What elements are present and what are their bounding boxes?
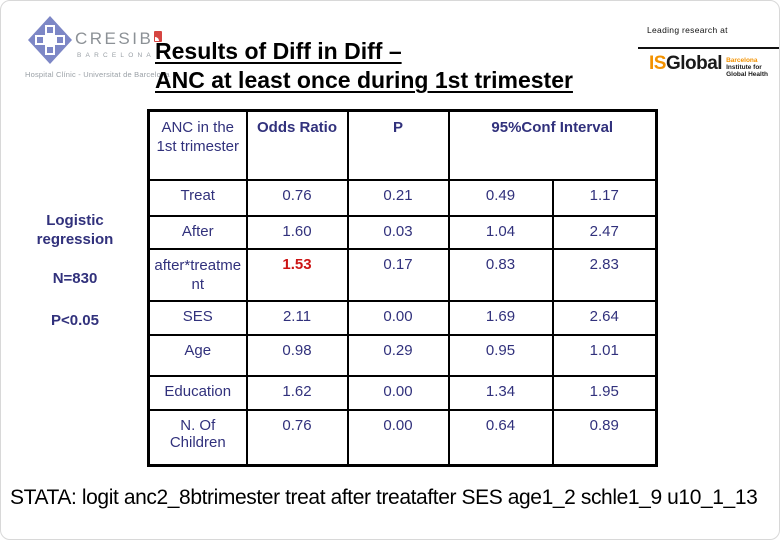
- sidebar-logistic-regression-label: Logistic regression: [36, 212, 114, 248]
- p-value: 0.17: [346, 247, 450, 302]
- ci-low-value: 0.64: [447, 408, 554, 467]
- odds-ratio-value: 0.76: [245, 178, 349, 217]
- table-row: N. Of Children 0.76 0.00 0.64 0.89: [147, 408, 658, 467]
- hospital-caption: Hospital Clínic - Universitat de Barcelo…: [25, 70, 170, 79]
- odds-ratio-value: 1.60: [245, 214, 349, 250]
- p-value: 0.29: [346, 333, 450, 377]
- odds-ratio-value: 0.98: [245, 333, 349, 377]
- table-row: Treat 0.76 0.21 0.49 1.17: [147, 178, 658, 217]
- results-table: ANC in the 1st trimester Odds Ratio P 95…: [147, 109, 658, 467]
- table-row: after*treatment 1.53 0.17 0.83 2.83: [147, 247, 658, 302]
- row-label: Treat: [147, 178, 248, 217]
- row-label: SES: [147, 299, 248, 336]
- p-value: 0.00: [346, 374, 450, 411]
- table-header-row: ANC in the 1st trimester Odds Ratio P 95…: [147, 109, 658, 181]
- isglobal-tag-barcelona: Barcelona: [726, 57, 758, 64]
- isglobal-tagline: Barcelona Institute for Global Health: [726, 57, 768, 78]
- slide-title: Results of Diff in Diff – ANC at least o…: [155, 37, 573, 95]
- ci-low-value: 0.49: [447, 178, 554, 217]
- odds-ratio-value: 1.62: [245, 374, 349, 411]
- ci-low-value: 0.95: [447, 333, 554, 377]
- sidebar-sample-size-label: N=830: [52, 270, 98, 287]
- header-p: P: [346, 109, 450, 181]
- slide-title-line2: ANC at least once during 1st trimester: [155, 67, 573, 93]
- ci-high-value: 2.47: [551, 214, 658, 250]
- ci-high-value: 1.01: [551, 333, 658, 377]
- cresib-diamond-icon: [28, 16, 72, 64]
- isglobal-global: Global: [665, 53, 723, 74]
- odds-ratio-value-highlighted: 1.53: [245, 247, 349, 302]
- header-odds-ratio: Odds Ratio: [245, 109, 349, 181]
- row-label: N. Of Children: [147, 408, 248, 467]
- p-value: 0.03: [346, 214, 450, 250]
- row-label: After: [147, 214, 248, 250]
- odds-ratio-value: 0.76: [245, 408, 349, 467]
- header-divider: [638, 47, 779, 49]
- ci-high-value: 0.89: [551, 408, 658, 467]
- isglobal-logo: ISGlobal Barcelona Institute for Global …: [649, 53, 768, 79]
- ci-low-value: 1.69: [447, 299, 554, 336]
- ci-low-value: 1.34: [447, 374, 554, 411]
- isglobal-tag-health: Global Health: [726, 71, 768, 78]
- header-anc: ANC in the 1st trimester: [147, 109, 248, 181]
- table-row: SES 2.11 0.00 1.69 2.64: [147, 299, 658, 336]
- p-value: 0.21: [346, 178, 450, 217]
- ci-high-value: 2.83: [551, 247, 658, 302]
- p-value: 0.00: [346, 408, 450, 467]
- ci-high-value: 1.95: [551, 374, 658, 411]
- row-label: after*treatment: [147, 247, 248, 302]
- table-row: After 1.60 0.03 1.04 2.47: [147, 214, 658, 250]
- odds-ratio-value: 2.11: [245, 299, 349, 336]
- table-row: Education 1.62 0.00 1.34 1.95: [147, 374, 658, 411]
- slide-title-line1: Results of Diff in Diff –: [155, 38, 402, 64]
- isglobal-is: IS: [649, 53, 666, 74]
- sidebar-pvalue-label: P<0.05: [51, 312, 99, 329]
- p-value: 0.00: [346, 299, 450, 336]
- ci-high-value: 1.17: [551, 178, 658, 217]
- cresib-flag-icon: [154, 31, 163, 42]
- ci-low-value: 1.04: [447, 214, 554, 250]
- isglobal-tag-institute: Institute for: [726, 64, 762, 71]
- header-conf-interval: 95%Conf Interval: [447, 109, 658, 181]
- leading-research-label: Leading research at: [647, 25, 728, 35]
- cresib-barcelona-label: BARCELONA: [77, 52, 155, 59]
- cresib-logo: CRESIB: [75, 29, 163, 49]
- cresib-wordmark: CRESIB: [75, 29, 154, 48]
- table-row: Age 0.98 0.29 0.95 1.01: [147, 333, 658, 377]
- row-label: Education: [147, 374, 248, 411]
- isglobal-wordmark: ISGlobal: [649, 53, 723, 74]
- stata-command-text: STATA: logit anc2_8btrimester treat afte…: [10, 486, 758, 509]
- ci-low-value: 0.83: [447, 247, 554, 302]
- row-label: Age: [147, 333, 248, 377]
- ci-high-value: 2.64: [551, 299, 658, 336]
